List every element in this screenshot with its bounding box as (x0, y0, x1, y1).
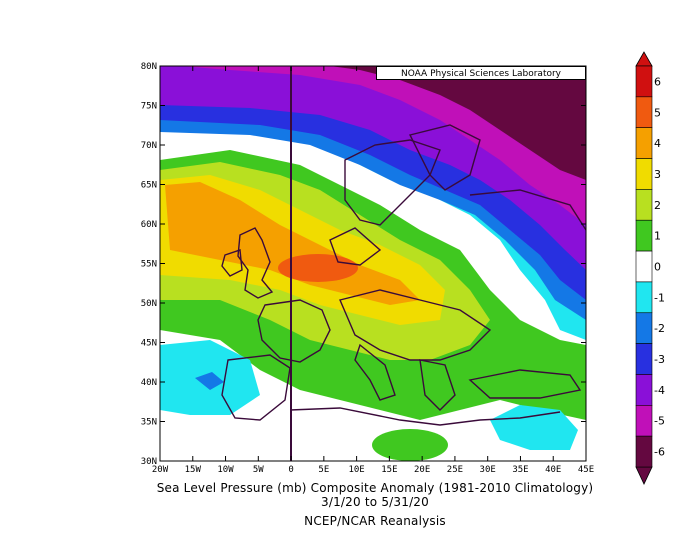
colorbar-label: -3 (654, 353, 665, 366)
lat-label: 75N (141, 102, 157, 112)
lat-label: 55N (141, 260, 157, 270)
colorbar-label: -6 (654, 446, 665, 459)
lat-label: 60N (141, 220, 157, 230)
colorbar-segment (635, 405, 653, 437)
lon-label: 20W (152, 465, 169, 475)
colorbar-label: 4 (654, 137, 661, 150)
colorbar-segment (635, 127, 653, 159)
colorbar-segment (635, 312, 653, 344)
lon-label: 10E (348, 465, 364, 475)
lon-label: 15E (381, 465, 397, 475)
credit-label: NOAA Physical Sciences Laboratory (376, 66, 586, 80)
lon-label: 20E (414, 465, 430, 475)
colorbar-segment (635, 374, 653, 406)
map-title: Sea Level Pressure (mb) Composite Anomal… (156, 481, 594, 495)
lon-label: 5E (318, 465, 329, 475)
lat-label: 35N (141, 418, 157, 428)
coastlines (221, 124, 586, 426)
colorbar-segment (635, 189, 653, 221)
colorbar-segment (635, 96, 653, 128)
colorbar-segment (635, 65, 653, 98)
lat-label: 65N (141, 181, 157, 191)
colorbar-segment (635, 435, 653, 468)
date-range: 3/1/20 to 5/31/20 (321, 495, 429, 509)
lat-label: 40N (141, 378, 157, 388)
colorbar-label: -4 (654, 384, 665, 397)
lon-label: 45E (578, 465, 594, 475)
colorbar-segment (635, 219, 653, 252)
colorbar-label: 6 (654, 75, 661, 88)
colorbar-label: 3 (654, 168, 661, 181)
lat-label: 80N (141, 62, 157, 72)
lon-label: 0 (288, 465, 293, 475)
lon-label: 15W (185, 465, 202, 475)
lon-label: 35E (512, 465, 528, 475)
lon-label: 40E (545, 465, 561, 475)
colorbar-label: -5 (654, 415, 665, 428)
data-source: NCEP/NCAR Reanalysis (304, 514, 446, 528)
colorbar-segment (635, 343, 653, 375)
colorbar-bottom-arrow (635, 466, 653, 485)
colorbar-segment (635, 250, 653, 283)
colorbar-segment (635, 158, 653, 190)
lon-label: 5W (253, 465, 264, 475)
colorbar-label: 1 (654, 230, 661, 243)
colorbar-label: 0 (654, 261, 661, 274)
colorbar-label: 5 (654, 106, 661, 119)
colorbar-label: 2 (654, 199, 661, 212)
lon-label: 10W (217, 465, 234, 475)
anomaly-field (160, 66, 586, 461)
colorbar: 6 5 4 3 2 1 0 -1 -2 -3 -4 -5 -6 (635, 51, 665, 485)
lat-label: 70N (141, 141, 157, 151)
colorbar-top-arrow (635, 51, 653, 67)
lon-label: 30E (480, 465, 496, 475)
lat-label: 45N (141, 339, 157, 349)
lon-label: 25E (447, 465, 463, 475)
lat-label: 50N (141, 299, 157, 309)
colorbar-label: -1 (654, 291, 665, 304)
lat-label: 30N (141, 457, 157, 467)
colorbar-label: -2 (654, 322, 665, 335)
colorbar-segment (635, 281, 653, 314)
